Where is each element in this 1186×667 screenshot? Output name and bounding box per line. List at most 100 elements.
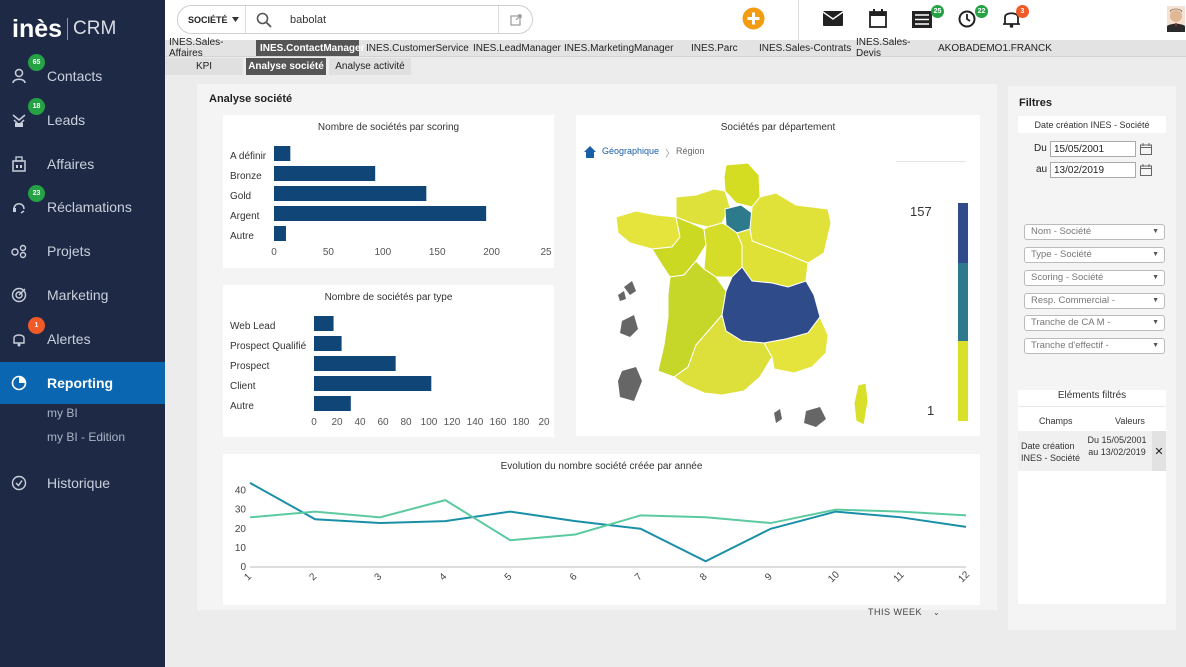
filter-resp-commercial[interactable]: Resp. Commercial - Société ▼ xyxy=(1024,293,1165,309)
this-week-selector[interactable]: THIS WEEK ⌄ xyxy=(868,607,940,617)
reclamations-badge: 23 xyxy=(28,185,45,202)
chevron-down-icon xyxy=(232,17,239,22)
clock-icon[interactable] xyxy=(958,10,976,28)
sidebar-item-contacts[interactable]: 65 Contacts xyxy=(0,54,165,96)
sidebar-item-leads[interactable]: 18 Leads xyxy=(0,98,165,140)
filter-tranche-ca[interactable]: Tranche de CA M - Société ▼ xyxy=(1024,315,1165,331)
task-list-badge: 25 xyxy=(931,5,944,18)
search-icon[interactable] xyxy=(256,12,272,28)
x-tick-label: 40 xyxy=(354,417,366,428)
title-divider xyxy=(1018,406,1166,407)
tab-ines-parc[interactable]: INES.Parc xyxy=(691,42,738,54)
series-line-1 xyxy=(249,482,967,563)
filter-label: Tranche de CA M - Société xyxy=(1031,317,1111,330)
tab-ines-sales-devis[interactable]: INES.Sales-Devis xyxy=(856,37,911,59)
x-tick-label: 140 xyxy=(467,417,484,428)
tab-ines-sales-contrats[interactable]: INES.Sales-Contrats xyxy=(759,42,852,54)
map-card: Sociétés par département Géographique 〉 … xyxy=(576,115,980,436)
user-avatar[interactable] xyxy=(1167,6,1185,32)
filter-label: Resp. Commercial - Société xyxy=(1031,295,1115,308)
dropdown-caret-icon: ▼ xyxy=(1152,319,1159,326)
sidebar-item-alertes[interactable]: 1 Alertes xyxy=(0,317,165,359)
sidebar-item-label: Contacts xyxy=(47,68,103,84)
x-tick-label: 50 xyxy=(323,247,335,258)
filter-scoring-societe[interactable]: Scoring - Société ▼ xyxy=(1024,270,1165,286)
sidebar-subitem-my-bi[interactable]: my BI xyxy=(47,406,78,420)
tab-ines-customerservice[interactable]: INES.CustomerService xyxy=(366,42,469,54)
type-bar-chart: Web Lead Prospect Qualifié Prospect Client A… xyxy=(230,316,550,428)
x-tick-label: 200 xyxy=(483,247,500,258)
dashboard-panel: Analyse société Nombre de sociétés par s… xyxy=(197,84,997,610)
tab-ines-marketingmanager[interactable]: INES.MarketingManager xyxy=(564,42,674,54)
x-tick-label: 2 xyxy=(307,571,319,583)
open-search-button[interactable] xyxy=(498,6,532,33)
y-tick-label: 0 xyxy=(240,562,246,573)
tab-ines-contactmanager[interactable]: INES.ContactManager xyxy=(256,40,364,56)
calendar-icon[interactable] xyxy=(1140,164,1152,176)
sidebar-item-label: Projets xyxy=(47,243,91,259)
y-tick-label: 30 xyxy=(235,505,247,516)
bar-category-label: Web Lead xyxy=(230,321,275,332)
tab-kpi[interactable]: KPI xyxy=(165,58,243,75)
leads-icon xyxy=(12,114,26,127)
calendar-icon[interactable] xyxy=(1140,143,1152,155)
calendar-icon[interactable] xyxy=(869,9,887,28)
bar-category-label: Gold xyxy=(230,191,251,202)
app-logo[interactable]: inès CRM xyxy=(12,14,116,44)
sidebar-item-projets[interactable]: Projets xyxy=(0,231,165,271)
search-scope-select[interactable]: SOCIÉTÉ xyxy=(178,6,246,33)
filtered-elements-title: Eléments filtrés xyxy=(1057,390,1127,401)
sidebar-subitem-my-bi-edition[interactable]: my BI - Edition xyxy=(47,430,126,444)
bar xyxy=(274,186,427,201)
breadcrumb-separator: 〉 xyxy=(665,149,675,160)
chart-card-scoring: Nombre de sociétés par scoring A définir… xyxy=(223,115,554,268)
bar xyxy=(314,336,342,351)
add-circle-icon[interactable] xyxy=(742,7,765,30)
search-input[interactable] xyxy=(290,10,500,29)
check-circle-icon xyxy=(11,475,27,491)
sidebar-item-label: Marketing xyxy=(47,287,109,303)
x-tick-label: 1 xyxy=(242,571,254,583)
task-list-icon[interactable] xyxy=(912,11,932,28)
tab-analyse-activite[interactable]: Analyse activité xyxy=(329,58,411,75)
chart-title: Evolution du nombre société créée par an… xyxy=(500,461,703,472)
tab-ines-leadmanager[interactable]: INES.LeadManager xyxy=(473,42,561,54)
bar-category-label: Autre xyxy=(230,401,254,412)
x-tick-label: 8 xyxy=(698,571,710,583)
column-header-valeurs: Valeurs xyxy=(1115,416,1145,426)
x-tick-label: 80 xyxy=(400,417,412,428)
tab-akobademo1-franck[interactable]: AKOBADEMO1.FRANCK xyxy=(938,42,1052,54)
x-tick-label: 10 xyxy=(826,569,842,585)
notification-bell-icon[interactable] xyxy=(1003,9,1020,28)
filter-tranche-effectif[interactable]: Tranche d'effectif - Société ▼ xyxy=(1024,338,1165,354)
mail-icon[interactable] xyxy=(823,11,843,26)
remove-filter-close-icon[interactable]: ✕ xyxy=(1152,431,1166,471)
filter-type-societe[interactable]: Type - Société ▼ xyxy=(1024,247,1165,263)
sub-tab-bar: KPI Analyse société Analyse activité xyxy=(165,58,1186,76)
logo-divider xyxy=(67,18,69,40)
notification-badge: 3 xyxy=(1016,5,1029,18)
filter-nom-societe[interactable]: Nom - Société ▼ xyxy=(1024,224,1165,240)
x-tick-label: 5 xyxy=(503,571,515,583)
x-tick-label: 100 xyxy=(421,417,438,428)
tab-ines-sales-affaires[interactable]: INES.Sales-Affaires xyxy=(169,37,224,59)
date-from-input[interactable]: 15/05/2001 xyxy=(1050,141,1136,157)
tab-analyse-societe[interactable]: Analyse société xyxy=(246,58,326,75)
sidebar-item-reporting[interactable]: Reporting xyxy=(0,362,165,404)
sidebar-item-affaires[interactable]: Affaires xyxy=(0,144,165,184)
sidebar-item-marketing[interactable]: Marketing xyxy=(0,275,165,315)
x-tick-label: 150 xyxy=(429,247,446,258)
date-to-input[interactable]: 13/02/2019 xyxy=(1050,162,1136,178)
bar xyxy=(314,396,351,411)
external-link-icon xyxy=(509,13,522,26)
sidebar-item-reclamations[interactable]: 23 Réclamations xyxy=(0,185,165,227)
map-legend-max: 157 xyxy=(910,204,932,219)
map-breadcrumb-geographique[interactable]: Géographique xyxy=(602,146,660,156)
region-bretagne xyxy=(615,210,681,250)
map-breadcrumb-region[interactable]: Région xyxy=(676,146,705,156)
x-tick-label: 0 xyxy=(271,247,277,258)
sidebar-item-historique[interactable]: Historique xyxy=(0,463,165,503)
sidebar-item-label: Réclamations xyxy=(47,199,132,215)
home-icon[interactable] xyxy=(584,146,596,158)
x-tick-label: 20 xyxy=(538,417,550,428)
